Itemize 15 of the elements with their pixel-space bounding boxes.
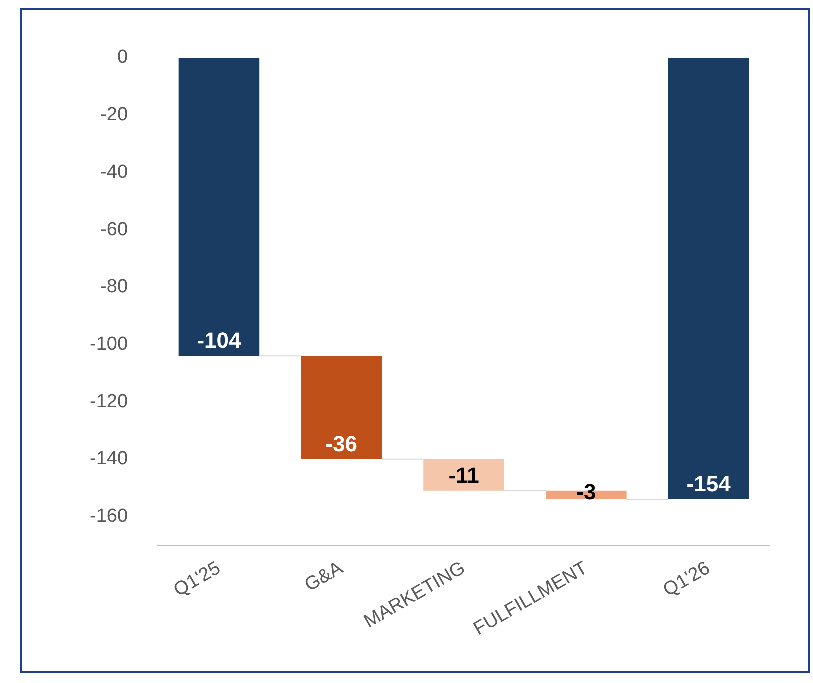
- data-label: -3: [576, 479, 596, 504]
- y-tick-label: -20: [100, 104, 128, 126]
- y-tick-label: -40: [100, 162, 128, 183]
- data-label: -11: [448, 462, 480, 488]
- data-label: -154: [686, 472, 732, 497]
- y-tick-label: -120: [90, 391, 128, 412]
- y-tick-label: 0: [117, 47, 128, 68]
- y-tick-label: -140: [90, 448, 128, 470]
- y-tick-label: -100: [90, 334, 128, 355]
- data-label: -36: [326, 431, 358, 456]
- x-tick-label: G&A: [301, 558, 348, 596]
- data-label: -104: [197, 328, 242, 354]
- y-tick-label: -80: [100, 276, 128, 298]
- y-tick-label: -60: [100, 219, 128, 240]
- y-tick-label: -160: [90, 506, 128, 527]
